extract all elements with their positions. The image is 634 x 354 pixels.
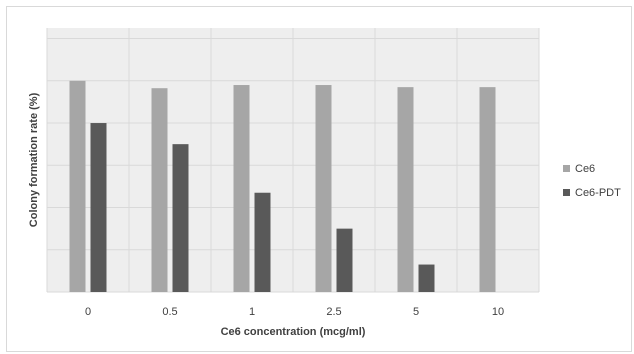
- bar-ce6-0: [69, 80, 86, 292]
- legend-item-ce6: Ce6: [563, 163, 595, 175]
- bar-ce6-10: [479, 87, 496, 292]
- bar-ce6-5: [397, 87, 414, 292]
- bar-ce6-pdt-0: [90, 123, 107, 292]
- legend-label: Ce6-PDT: [575, 187, 621, 199]
- bar-ce6-0.5: [151, 88, 168, 292]
- bars: [69, 80, 496, 292]
- bar-ce6-pdt-2.5: [336, 228, 353, 292]
- legend: Ce6 Ce6-PDT: [563, 163, 621, 199]
- gridlines: [46, 28, 540, 293]
- bar-ce6-2.5: [315, 85, 332, 292]
- y-axis-title: Colony formation rate (%): [28, 92, 40, 227]
- bar-ce6-pdt-1: [254, 192, 271, 292]
- x-tick-label: 10: [492, 306, 504, 318]
- bar-ce6-1: [233, 85, 250, 292]
- legend-swatch: [563, 189, 570, 196]
- x-axis-title: Ce6 concentration (mcg/ml): [221, 326, 366, 338]
- x-tick-label: 5: [413, 306, 419, 318]
- x-tick-labels: 0 0.5 1 2.5 5 10: [85, 306, 504, 318]
- legend-label: Ce6: [575, 163, 595, 175]
- bar-ce6-pdt-5: [418, 264, 435, 292]
- x-tick-label: 2.5: [326, 306, 341, 318]
- bar-ce6-pdt-0.5: [172, 144, 189, 292]
- legend-swatch: [563, 165, 570, 172]
- legend-item-ce6-pdt: Ce6-PDT: [563, 187, 621, 199]
- x-tick-label: 1: [249, 306, 255, 318]
- x-tick-label: 0.5: [162, 306, 177, 318]
- x-tick-label: 0: [85, 306, 91, 318]
